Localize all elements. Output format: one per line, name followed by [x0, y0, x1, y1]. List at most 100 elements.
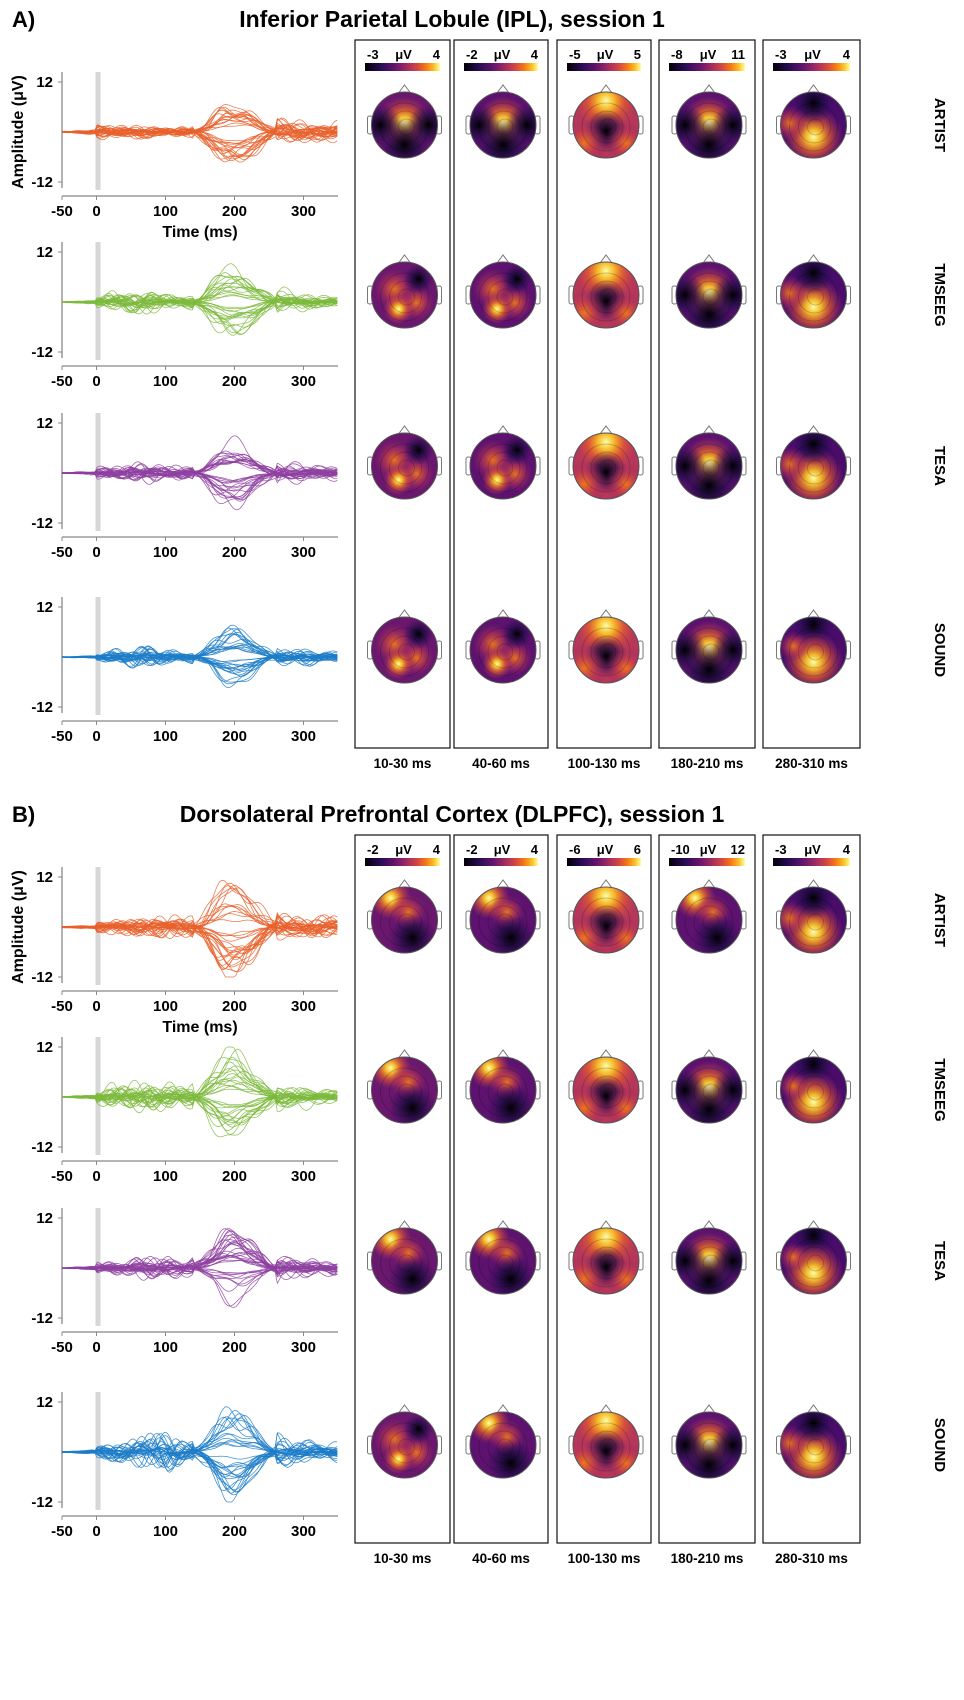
colorbar-max: 4: [843, 842, 851, 857]
colorbar: [464, 63, 538, 71]
x-tick-label: 100: [153, 203, 178, 220]
row-artist: 12 -12 -50 0 100 200 300 ARTIST Time (ms) Amplitu…: [10, 867, 948, 1036]
erp-trace: [61, 465, 338, 502]
colorbar-unit: μV: [597, 47, 614, 62]
topomap-contour: [684, 1422, 734, 1472]
topomap-contour: [487, 905, 521, 939]
topomap-contour: [599, 1438, 617, 1456]
y-tick-label: 12: [36, 869, 53, 886]
topomap-blob: [403, 264, 434, 294]
topomap-fill: [780, 92, 847, 158]
head-outline: [371, 432, 438, 500]
topomap: [367, 1404, 442, 1479]
topomap-blob: [573, 1057, 639, 1099]
colorbar-min: -5: [569, 47, 581, 62]
row-artist: 12 -12 -50 0 100 200 300 ARTIST Time (ms) Amplitu…: [10, 72, 948, 241]
head-nose: [599, 254, 613, 264]
topomap-fill: [470, 887, 536, 953]
topomap-blob: [573, 289, 608, 328]
trace-group: [61, 1228, 338, 1308]
head-nose: [496, 1404, 510, 1414]
topomap: [465, 1049, 541, 1124]
erp-trace: [62, 1091, 338, 1121]
topomap-contour: [581, 627, 631, 677]
erp-trace: [61, 1257, 338, 1308]
topomap: [465, 254, 541, 329]
topomap-blob: [482, 649, 512, 679]
row-label: SOUND: [931, 1418, 948, 1472]
y-tick-label: -12: [31, 1494, 53, 1511]
colorbar: [669, 858, 745, 866]
topomap: [776, 425, 851, 500]
topomap-blob: [502, 619, 532, 649]
erp-trace: [62, 920, 338, 970]
topomap-contour: [702, 118, 720, 136]
topomap: [776, 1049, 851, 1124]
topo-column-frame: [658, 39, 756, 749]
topomap-blob: [780, 1071, 809, 1101]
topomap-fill: [573, 433, 639, 499]
topomap-blob: [371, 104, 402, 146]
colorbar-min: -2: [466, 842, 478, 857]
topomap: [671, 254, 747, 329]
topomap-contour: [684, 443, 734, 493]
x-axis-label: Time (ms): [162, 224, 237, 241]
topomap-fill: [573, 262, 639, 328]
topomap-contour: [684, 1067, 734, 1117]
colorbar-max: 4: [843, 47, 851, 62]
row-sound: 12 -12 -50 0 100 200 300 SOUND: [31, 1392, 948, 1540]
topomap-contour: [789, 272, 838, 322]
topomap-contour: [590, 905, 624, 939]
topomap-fill: [371, 92, 438, 158]
erp-trace: [62, 1229, 338, 1279]
topomap-contour: [380, 1067, 429, 1117]
erp-trace: [61, 295, 338, 319]
head-nose: [398, 84, 411, 94]
topomap-contour: [581, 272, 631, 322]
x-tick-label: 100: [153, 1339, 178, 1356]
head-outline: [572, 432, 640, 500]
row-label: TMSEEG: [931, 263, 948, 326]
topomap: [568, 1220, 644, 1295]
head-outline: [469, 432, 537, 500]
topomap-blob: [780, 1425, 808, 1461]
topomap-contour: [702, 459, 720, 477]
topomap-fill: [470, 617, 536, 683]
erp-trace: [61, 1065, 338, 1107]
head-outline: [572, 1411, 640, 1479]
topomap: [367, 254, 442, 329]
topomap-blob: [780, 446, 808, 482]
topomap-blob: [712, 629, 742, 671]
head-nose: [702, 1404, 716, 1414]
erp-trace: [62, 1442, 338, 1475]
erp-trace: [61, 1234, 338, 1285]
topomap-fill: [371, 1057, 438, 1123]
head-nose: [702, 1049, 716, 1059]
head-outline: [780, 1227, 847, 1295]
head-nose: [599, 1404, 613, 1414]
x-tick-label: 200: [222, 373, 247, 390]
x-tick-label: 0: [92, 1168, 100, 1185]
topomap-blob: [482, 465, 512, 495]
topomap-contour: [398, 913, 415, 931]
row-tmseeg: 12 -12 -50 0 100 200 300 TMSEEG: [31, 1037, 948, 1185]
colorbar-max: 4: [531, 47, 539, 62]
head-nose: [599, 1220, 613, 1230]
topomap-contour: [389, 280, 422, 314]
topomap: [465, 425, 541, 500]
topomap-blob: [573, 92, 639, 134]
colorbar-min: -10: [671, 842, 690, 857]
head-outline: [469, 616, 537, 684]
colorbar-min: -6: [569, 842, 581, 857]
head-outline: [371, 616, 438, 684]
topomap-contour: [693, 451, 727, 485]
colorbar-unit: μV: [597, 842, 614, 857]
topomap-contour: [702, 1254, 720, 1272]
topo-column-frame: [453, 39, 549, 749]
topomap-contour: [478, 443, 528, 493]
erp-trace: [62, 1087, 338, 1132]
y-tick-label: -12: [31, 699, 53, 716]
x-tick-label: 100: [153, 544, 178, 561]
topomap-blob: [388, 914, 437, 953]
